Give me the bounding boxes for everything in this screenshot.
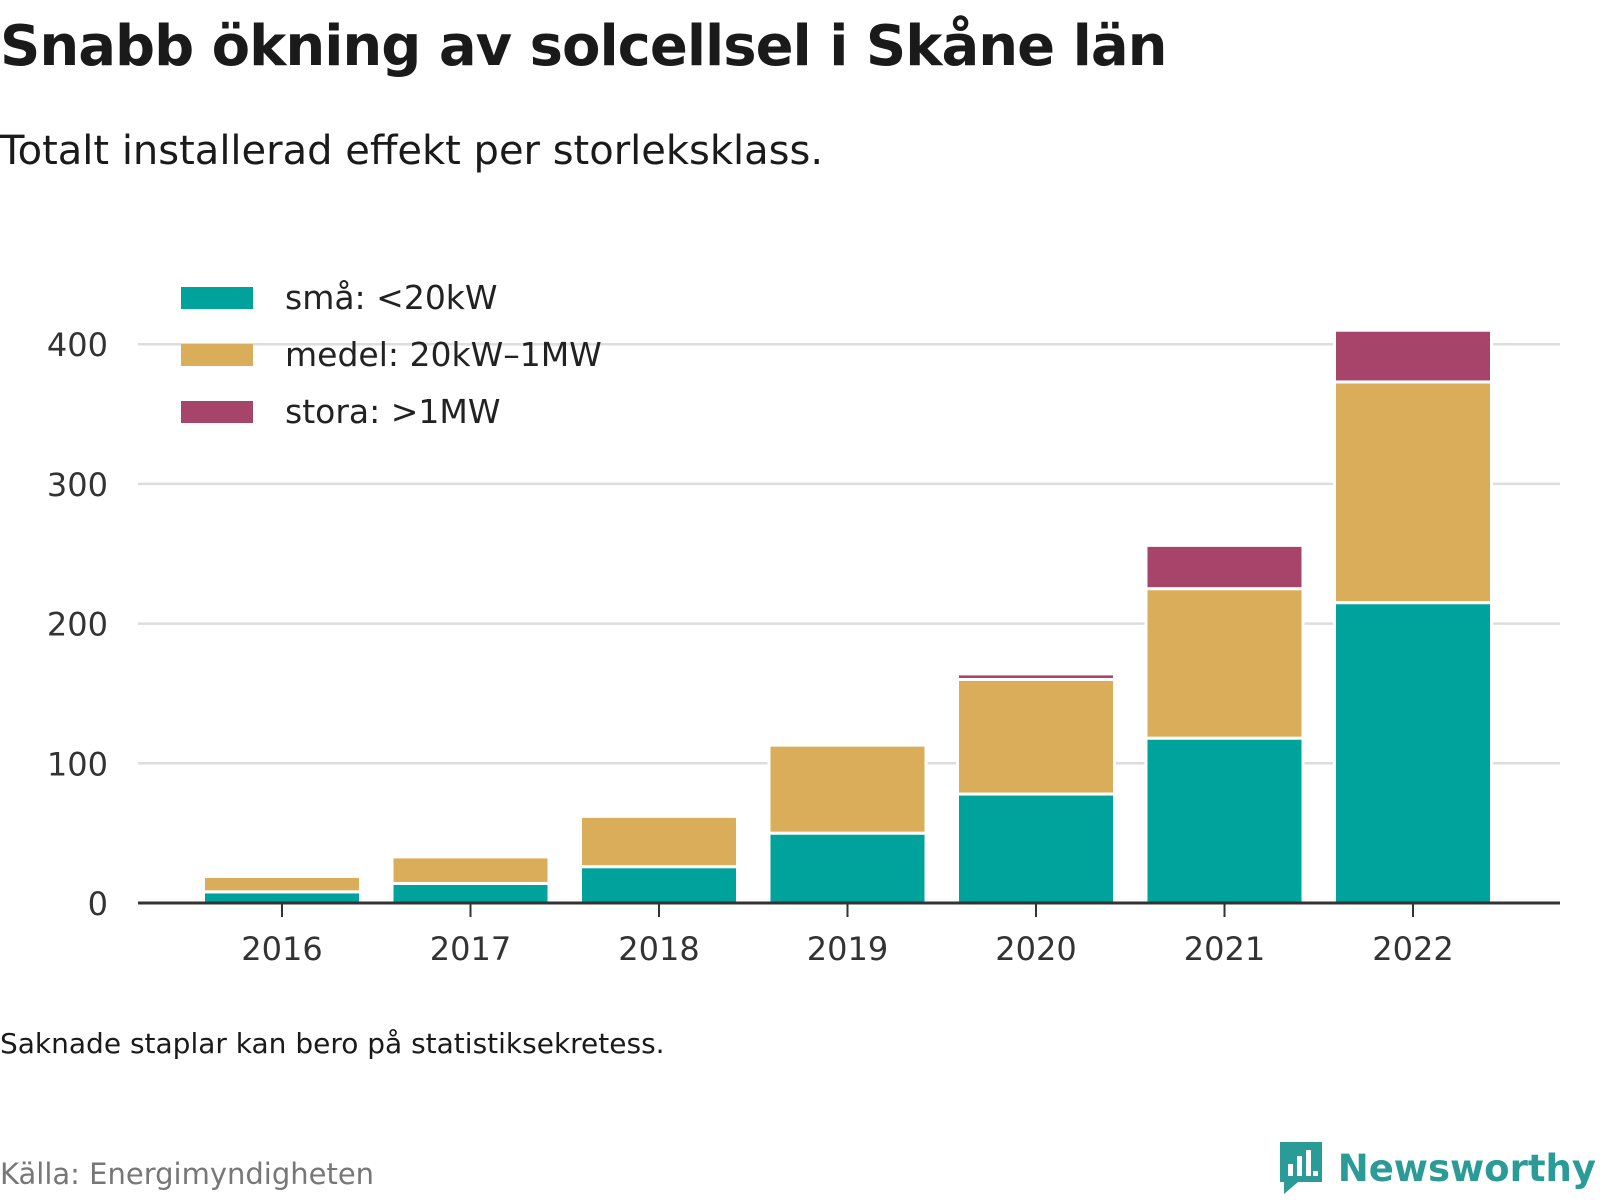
- newsworthy-logo-icon: [1279, 1142, 1322, 1194]
- y-tick-label: 400: [47, 326, 108, 364]
- axes: 0 100 200 300 400 2016 2017 2018 2019 2020 2021 202…: [47, 326, 1560, 968]
- brand-name: Newsworthy: [1337, 1146, 1596, 1190]
- legend-label: små: <20kW: [285, 278, 498, 317]
- y-tick-label: 100: [47, 745, 108, 783]
- chart-title: Snabb ökning av solcellsel i Skåne län: [0, 14, 1167, 79]
- y-tick-label: 300: [47, 466, 108, 504]
- x-tick-label: 2022: [1372, 930, 1453, 968]
- x-tick-label: 2016: [241, 930, 322, 968]
- bar-segment: [390, 855, 551, 885]
- legend-swatch: [181, 287, 253, 309]
- bar-segment: [202, 890, 362, 905]
- bar-segment: [202, 874, 362, 894]
- bar-segment: [956, 672, 1116, 681]
- x-tick-label: 2017: [430, 930, 511, 968]
- x-tick-label: 2020: [995, 930, 1076, 968]
- legend-swatch: [181, 344, 253, 366]
- bar-segment: [956, 677, 1116, 796]
- bar-segment: [767, 831, 928, 905]
- bar-segment: [1144, 587, 1305, 740]
- bar-segment: [1144, 736, 1305, 905]
- x-tick-label: 2021: [1184, 930, 1265, 968]
- legend-label: medel: 20kW–1MW: [285, 335, 602, 374]
- bar-segment: [1144, 543, 1305, 591]
- x-tick-label: 2018: [618, 930, 699, 968]
- bar-segment: [767, 743, 928, 835]
- bar-segment: [1333, 601, 1493, 905]
- legend-swatch: [181, 401, 253, 423]
- bar-segment: [956, 792, 1116, 905]
- bar-segment: [579, 865, 739, 905]
- x-tick-label: 2019: [807, 930, 888, 968]
- y-tick-label: 200: [47, 606, 108, 644]
- source-label: Källa: Energimyndigheten: [0, 1157, 375, 1191]
- chart-subtitle: Totalt installerad effekt per storlekskl…: [0, 128, 824, 174]
- bars: [202, 328, 1493, 905]
- legend-label: stora: >1MW: [285, 392, 500, 431]
- footnote: Saknade staplar kan bero på statistiksek…: [0, 1027, 665, 1060]
- bar-segment: [579, 814, 739, 869]
- legend: små: <20kW medel: 20kW–1MW stora: >1MW: [181, 278, 602, 431]
- bar-segment: [1333, 328, 1493, 384]
- stacked-bar-chart: 0 100 200 300 400 2016 2017 2018 2019 2020 2021 202…: [47, 278, 1560, 968]
- bar-segment: [390, 881, 551, 905]
- bar-segment: [1333, 380, 1493, 605]
- brand-logo[interactable]: Newsworthy: [1276, 1138, 1596, 1198]
- y-tick-label: 0: [88, 885, 108, 923]
